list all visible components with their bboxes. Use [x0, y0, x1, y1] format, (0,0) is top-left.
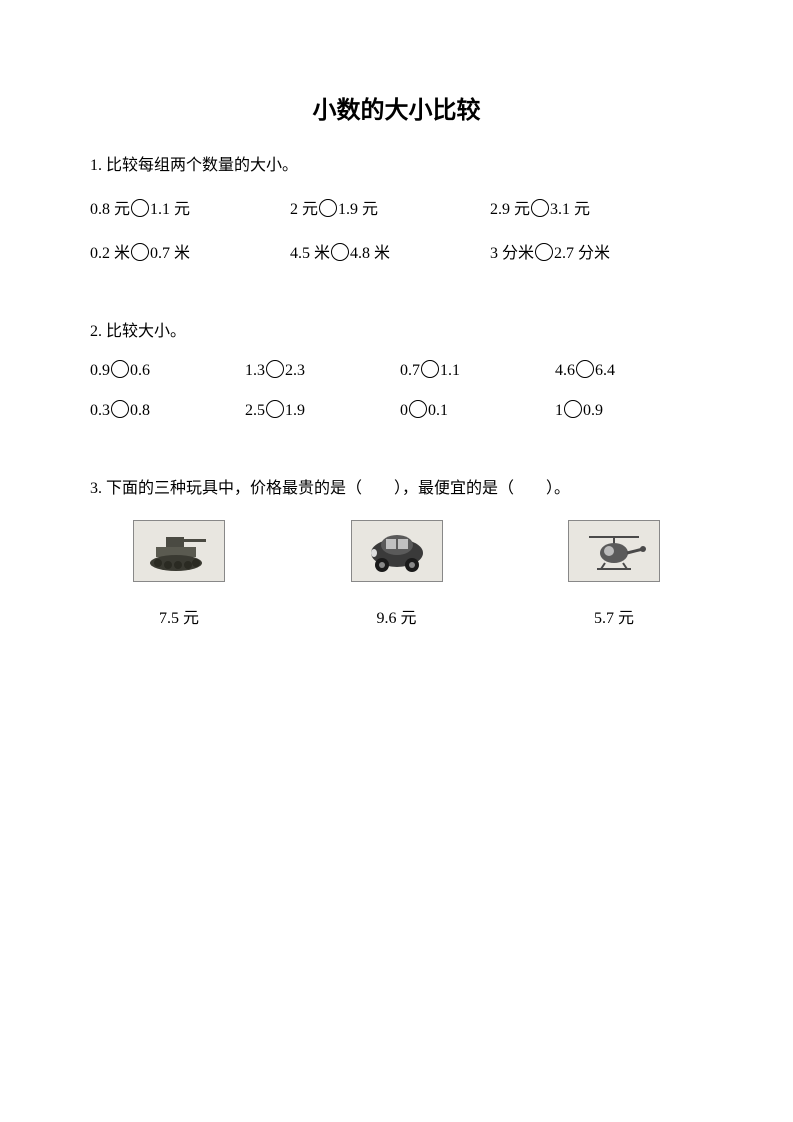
- q2-left: 0: [400, 402, 408, 419]
- q1-grid: 0.8 元 1.1 元 2 元 1.9 元 2.9 元 3.1 元 0.2 米 0.7 …: [90, 195, 703, 263]
- q1-right: 3.1 元: [550, 201, 590, 218]
- q2-grid: 0.9 0.6 1.3 2.3 0.7 1.1 4.6 6.4 0.3 0.8 2.5 1.…: [90, 360, 703, 420]
- compare-circle-icon[interactable]: [421, 360, 439, 378]
- toy-price: 5.7 元: [594, 604, 634, 628]
- toy-car: 9.6 元: [322, 520, 472, 628]
- q1-left: 0.2 米: [90, 245, 130, 262]
- q2-right: 2.3: [285, 362, 305, 379]
- compare-circle-icon[interactable]: [266, 360, 284, 378]
- q2-right: 1.9: [285, 402, 305, 419]
- q2-right: 0.1: [428, 402, 448, 419]
- compare-circle-icon[interactable]: [319, 199, 337, 217]
- q1-right: 1.1 元: [150, 201, 190, 218]
- q2-right: 1.1: [440, 362, 460, 379]
- toys-row: 7.5 元 9.6 元: [90, 520, 703, 628]
- compare-circle-icon[interactable]: [331, 243, 349, 261]
- q1-item: 3 分米 2.7 分米: [490, 239, 690, 263]
- q2-item: 0.9 0.6: [90, 360, 245, 380]
- compare-circle-icon[interactable]: [266, 400, 284, 418]
- q1-right: 1.9 元: [338, 201, 378, 218]
- q1-right: 4.8 米: [350, 245, 390, 262]
- q2-item: 00.1: [400, 400, 555, 420]
- q2-left: 0.7: [400, 362, 420, 379]
- q1-item: 4.5 米 4.8 米: [290, 239, 490, 263]
- q2-right: 6.4: [595, 362, 615, 379]
- q2-left: 1.3: [245, 362, 265, 379]
- q2-item: 1.3 2.3: [245, 360, 400, 380]
- q1-left: 0.8 元: [90, 201, 130, 218]
- q2-right: 0.6: [130, 362, 150, 379]
- q2-left: 1: [555, 402, 563, 419]
- q1-item: 0.2 米 0.7 米: [90, 239, 290, 263]
- q1-right: 0.7 米: [150, 245, 190, 262]
- question-1: 1. 比较每组两个数量的大小。 0.8 元 1.1 元 2 元 1.9 元 2.9 …: [90, 153, 703, 263]
- q1-right: 2.7 分米: [554, 245, 610, 262]
- compare-circle-icon[interactable]: [131, 243, 149, 261]
- compare-circle-icon[interactable]: [409, 400, 427, 418]
- q2-item: 10.9: [555, 400, 710, 420]
- compare-circle-icon[interactable]: [111, 400, 129, 418]
- compare-circle-icon[interactable]: [564, 400, 582, 418]
- q3-prompt: 3. 下面的三种玩具中，价格最贵的是（ ），最便宜的是（ ）。: [90, 476, 703, 502]
- q1-item: 2.9 元 3.1 元: [490, 195, 690, 219]
- q1-left: 2 元: [290, 201, 318, 218]
- q2-item: 0.3 0.8: [90, 400, 245, 420]
- q1-left: 3 分米: [490, 245, 534, 262]
- toy-price: 7.5 元: [159, 604, 199, 628]
- q1-item: 0.8 元 1.1 元: [90, 195, 290, 219]
- compare-circle-icon[interactable]: [576, 360, 594, 378]
- q2-left: 0.9: [90, 362, 110, 379]
- toy-price: 9.6 元: [376, 604, 416, 628]
- q2-item: 4.6 6.4: [555, 360, 710, 380]
- q2-prompt: 2. 比较大小。: [90, 319, 703, 345]
- q1-prompt: 1. 比较每组两个数量的大小。: [90, 153, 703, 179]
- toy-helicopter: 5.7 元: [539, 520, 689, 628]
- q1-left: 4.5 米: [290, 245, 330, 262]
- helicopter-icon: [568, 520, 660, 582]
- car-icon: [351, 520, 443, 582]
- toy-tank: 7.5 元: [104, 520, 254, 628]
- compare-circle-icon[interactable]: [131, 199, 149, 217]
- q1-left: 2.9 元: [490, 201, 530, 218]
- q1-item: 2 元 1.9 元: [290, 195, 490, 219]
- compare-circle-icon[interactable]: [531, 199, 549, 217]
- compare-circle-icon[interactable]: [535, 243, 553, 261]
- question-3: 3. 下面的三种玩具中，价格最贵的是（ ），最便宜的是（ ）。 7.5 元: [90, 476, 703, 628]
- q2-right: 0.8: [130, 402, 150, 419]
- q2-left: 2.5: [245, 402, 265, 419]
- q2-item: 0.7 1.1: [400, 360, 555, 380]
- page-title: 小数的大小比较: [90, 90, 703, 125]
- q2-right: 0.9: [583, 402, 603, 419]
- q2-left: 4.6: [555, 362, 575, 379]
- compare-circle-icon[interactable]: [111, 360, 129, 378]
- q2-item: 2.5 1.9: [245, 400, 400, 420]
- q2-left: 0.3: [90, 402, 110, 419]
- tank-icon: [133, 520, 225, 582]
- question-2: 2. 比较大小。 0.9 0.6 1.3 2.3 0.7 1.1 4.6 6.4 0.3…: [90, 319, 703, 421]
